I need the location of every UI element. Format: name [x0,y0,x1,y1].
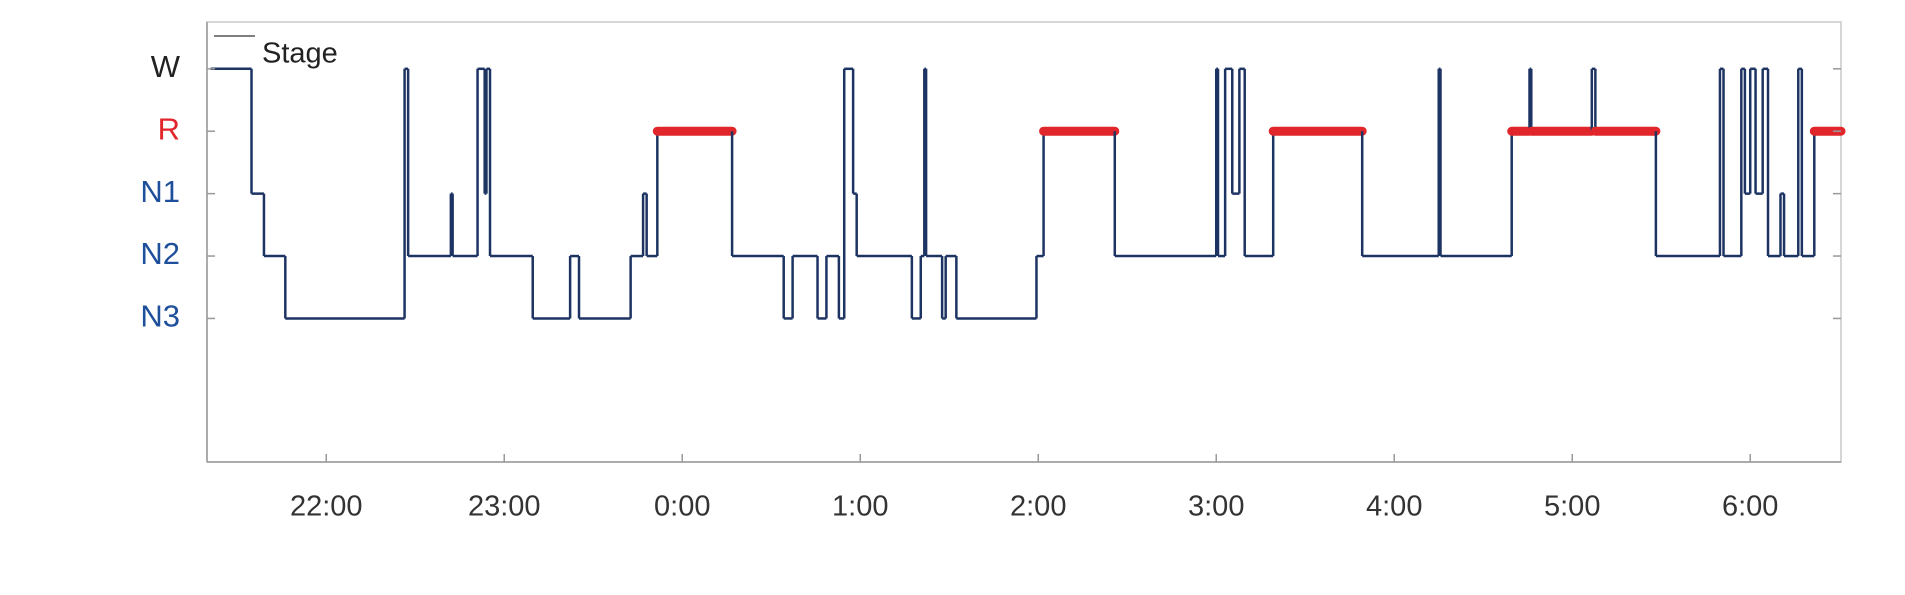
x-tick-label: 3:00 [1188,491,1244,523]
x-tick-label: 4:00 [1366,491,1422,523]
x-tick-label: 23:00 [468,491,541,523]
x-tick-label: 5:00 [1544,491,1600,523]
x-tick-label: 0:00 [654,491,710,523]
x-tick-label: 1:00 [832,491,888,523]
y-tick-label: N2 [140,236,180,271]
x-tick-label: 22:00 [290,491,363,523]
x-tick-label: 2:00 [1010,491,1066,523]
y-tick-label: W [151,49,181,84]
marks [210,67,1846,320]
y-tick-label: N3 [140,299,180,334]
x-tick-label: 6:00 [1722,491,1778,523]
y-tick-label: R [158,111,180,146]
legend-label: Stage [262,38,338,70]
y-tick-label: N1 [140,174,180,209]
